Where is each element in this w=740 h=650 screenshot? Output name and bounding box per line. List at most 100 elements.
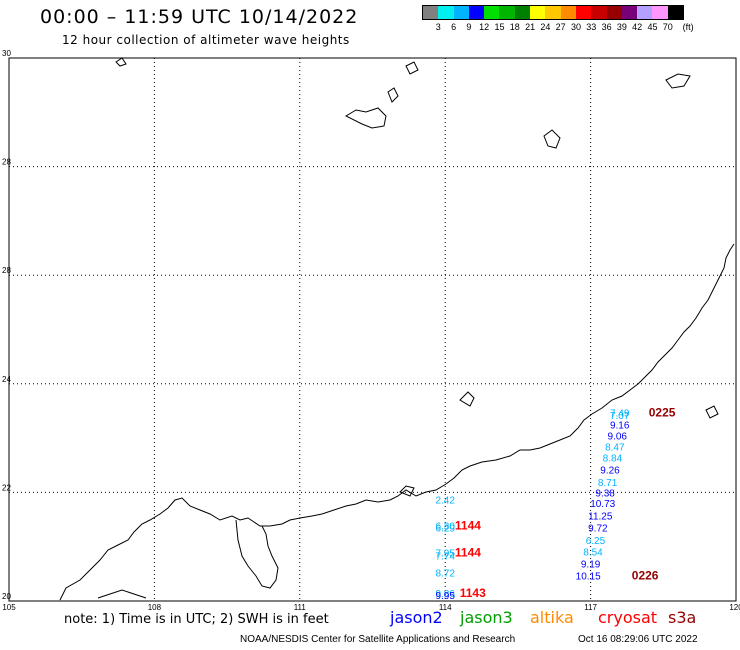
legend-tick-label: 70 — [662, 22, 673, 32]
satellite-label-jason3: jason3 — [460, 608, 513, 627]
wave-height-label: 9.06 — [608, 432, 628, 443]
wave-height-label: 9.16 — [610, 420, 630, 431]
wave-height-label: 8.47 — [605, 443, 625, 454]
lake-small-1 — [387, 87, 399, 103]
legend-swatch — [591, 6, 607, 19]
grid-lines — [8, 57, 737, 602]
lat-tick-label: 24 — [2, 375, 11, 384]
legend-swatch — [545, 6, 561, 19]
wave-height-label: 9.86 — [435, 589, 455, 600]
wave-height-label: 9.26 — [600, 465, 620, 476]
legend-tick-label: 36 — [601, 22, 612, 32]
satellite-label-s3a: s3a — [668, 608, 697, 627]
legend-tick-label: 6 — [451, 22, 457, 32]
island-taiwan-strait — [459, 391, 475, 407]
legend-swatch — [575, 6, 592, 19]
lon-tick-label: 108 — [148, 603, 162, 612]
axis-labels: 105 108 111 114 117 120 20 22 24 28 28 30 — [2, 49, 740, 612]
wave-height-label: 7.95 — [435, 548, 455, 559]
wave-height-label: 8.71 — [598, 478, 618, 489]
lat-tick-label: 28 — [2, 266, 11, 275]
wave-height-label: 8.54 — [583, 547, 603, 558]
legend-tick-label: 45 — [647, 22, 658, 32]
coastline-leizhou — [235, 519, 279, 589]
lon-tick-label: 114 — [439, 603, 452, 612]
pass-time-label: 1144 — [455, 518, 481, 532]
lake-small-4 — [115, 57, 127, 67]
lat-tick-label: 30 — [2, 49, 11, 58]
time-labels-layer: 1144 1144 1143 0225 0226 — [455, 405, 676, 600]
lon-tick-label: 120 — [729, 603, 740, 612]
legend-tick-label: 3 — [435, 22, 441, 32]
wave-height-label: 11.25 — [588, 512, 613, 523]
lon-tick-label: 117 — [584, 603, 597, 612]
map-title: 00:00 – 11:59 UTC 10/14/2022 — [40, 6, 359, 28]
legend-swatch — [667, 6, 684, 19]
legend-tick-label: 24 — [540, 22, 551, 32]
legend-swatch — [484, 6, 500, 19]
wave-height-label: 7.07 — [610, 411, 630, 422]
legend-unit: (ft) — [682, 22, 694, 32]
legend-swatch — [499, 6, 515, 19]
legend-tick-label: 15 — [494, 22, 505, 32]
map-border — [8, 57, 737, 602]
legend-tick-label: 12 — [479, 22, 490, 32]
wave-height-label: 9.95 — [435, 591, 455, 602]
legend-tick-label: 18 — [509, 22, 520, 32]
legend-swatch — [453, 6, 469, 19]
legend-swatch-bar — [422, 5, 685, 20]
legend-swatch — [438, 6, 454, 19]
lat-tick-label: 20 — [2, 592, 11, 601]
footer-credit: NOAA/NESDIS Center for Satellite Applica… — [240, 634, 516, 645]
observations-layer: 2.42 6.306.29 7.957.74 8.72 9.869.95 7.497.07… — [435, 408, 629, 601]
coastline-mainland — [59, 243, 735, 601]
legend-ticks: 3 6 9 12 15 18 21 24 27 30 33 36 39 42 45 70 (ft) — [422, 20, 694, 32]
map-area: 2.42 6.30 6.29 7.95 7.74 8.72 9.86 9.95 7.49 7.07… — [2, 49, 740, 612]
wave-height-label: 7.74 — [435, 552, 455, 563]
legend-tick-label: 27 — [555, 22, 566, 32]
pass-time-label: 1144 — [455, 545, 481, 559]
lat-tick-label: 28 — [2, 158, 11, 167]
color-legend: 3 6 9 12 15 18 21 24 27 30 33 36 39 42 45 70 (ft) — [422, 5, 694, 32]
pass-time-label: 0226 — [632, 568, 659, 582]
lake-small-3 — [405, 61, 419, 75]
map-subtitle: 12 hour collection of altimeter wave hei… — [62, 33, 350, 47]
legend-swatch — [652, 6, 668, 19]
lake-small-2 — [543, 129, 561, 149]
legend-tick-label: 33 — [586, 22, 597, 32]
wave-height-label: 9.72 — [588, 523, 608, 534]
lake-poyang — [344, 107, 387, 129]
coastline-hainan — [97, 589, 147, 599]
wave-height-label: 8.84 — [603, 453, 623, 464]
wave-height-label: 6.25 — [586, 536, 606, 547]
legend-tick-label: 42 — [632, 22, 643, 32]
wave-height-label: 10.73 — [590, 499, 615, 510]
satellite-label-jason2: jason2 — [390, 608, 443, 627]
island-hk — [399, 485, 415, 497]
wave-height-label: 7.49 — [610, 408, 630, 419]
wave-height-label: 9.38 — [595, 489, 615, 500]
legend-swatch — [468, 6, 485, 19]
legend-swatch — [621, 6, 638, 19]
legend-swatch — [423, 6, 439, 19]
pass-time-label: 1143 — [460, 586, 486, 600]
legend-swatch — [560, 6, 576, 19]
wave-height-label: 8.72 — [435, 569, 455, 580]
wave-height-label: 2.42 — [435, 495, 455, 506]
legend-tick-label: 21 — [525, 22, 536, 32]
legend-tick-label: 39 — [616, 22, 627, 32]
footer-note: note: 1) Time is in UTC; 2) SWH is in fe… — [64, 612, 329, 627]
lake-taihu — [665, 73, 691, 89]
satellite-label-altika: altika — [530, 608, 574, 627]
legend-swatch — [530, 6, 546, 19]
satellite-label-cryosat: cryosat — [598, 608, 658, 627]
lon-tick-label: 111 — [294, 603, 307, 612]
island-east — [705, 405, 719, 419]
legend-tick-label: 9 — [466, 22, 472, 32]
wave-height-label: 6.30 — [435, 521, 455, 532]
legend-swatch — [606, 6, 622, 19]
wave-height-label: 9.19 — [581, 559, 601, 570]
footer-timestamp: Oct 16 08:29:06 UTC 2022 — [578, 634, 698, 645]
legend-swatch — [637, 6, 653, 19]
